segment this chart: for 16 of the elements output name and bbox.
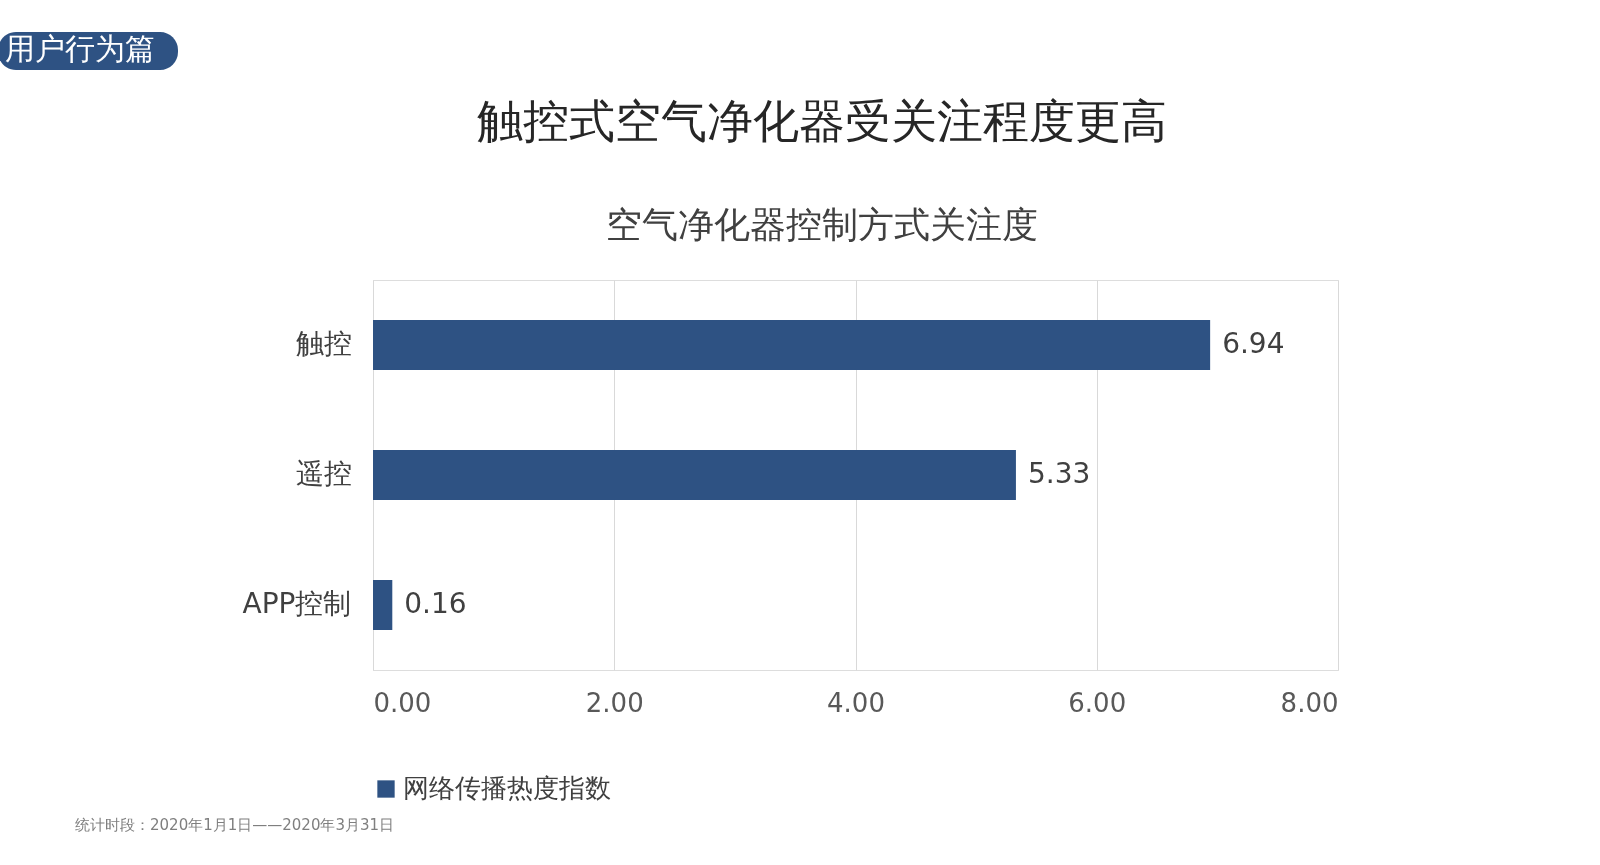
data-label: 6.94 bbox=[1222, 327, 1285, 360]
y-tick-label: 遥控 bbox=[295, 457, 352, 490]
x-tick-label: 6.00 bbox=[1068, 687, 1127, 718]
chart-subtitle: 空气净化器控制方式关注度 bbox=[606, 204, 1038, 245]
x-tick-label: 4.00 bbox=[827, 687, 885, 718]
legend-label: 网络传播热度指数 bbox=[403, 773, 611, 803]
chart-title: 触控式空气净化器受关注程度更高 bbox=[477, 94, 1167, 148]
data-label: 0.16 bbox=[404, 587, 467, 620]
x-tick-label: 2.00 bbox=[585, 687, 644, 718]
y-tick-label: 触控 bbox=[295, 327, 352, 360]
x-tick-label: 8.00 bbox=[1280, 687, 1339, 718]
text: 用户行为篇 bbox=[5, 31, 155, 66]
text: 统计时段：2020年1月1日——2020年3月31日 bbox=[75, 816, 395, 834]
data-label: 5.33 bbox=[1027, 457, 1091, 490]
y-tick-label: APP控制 bbox=[242, 587, 352, 620]
x-tick-label: 0.00 bbox=[373, 687, 432, 718]
